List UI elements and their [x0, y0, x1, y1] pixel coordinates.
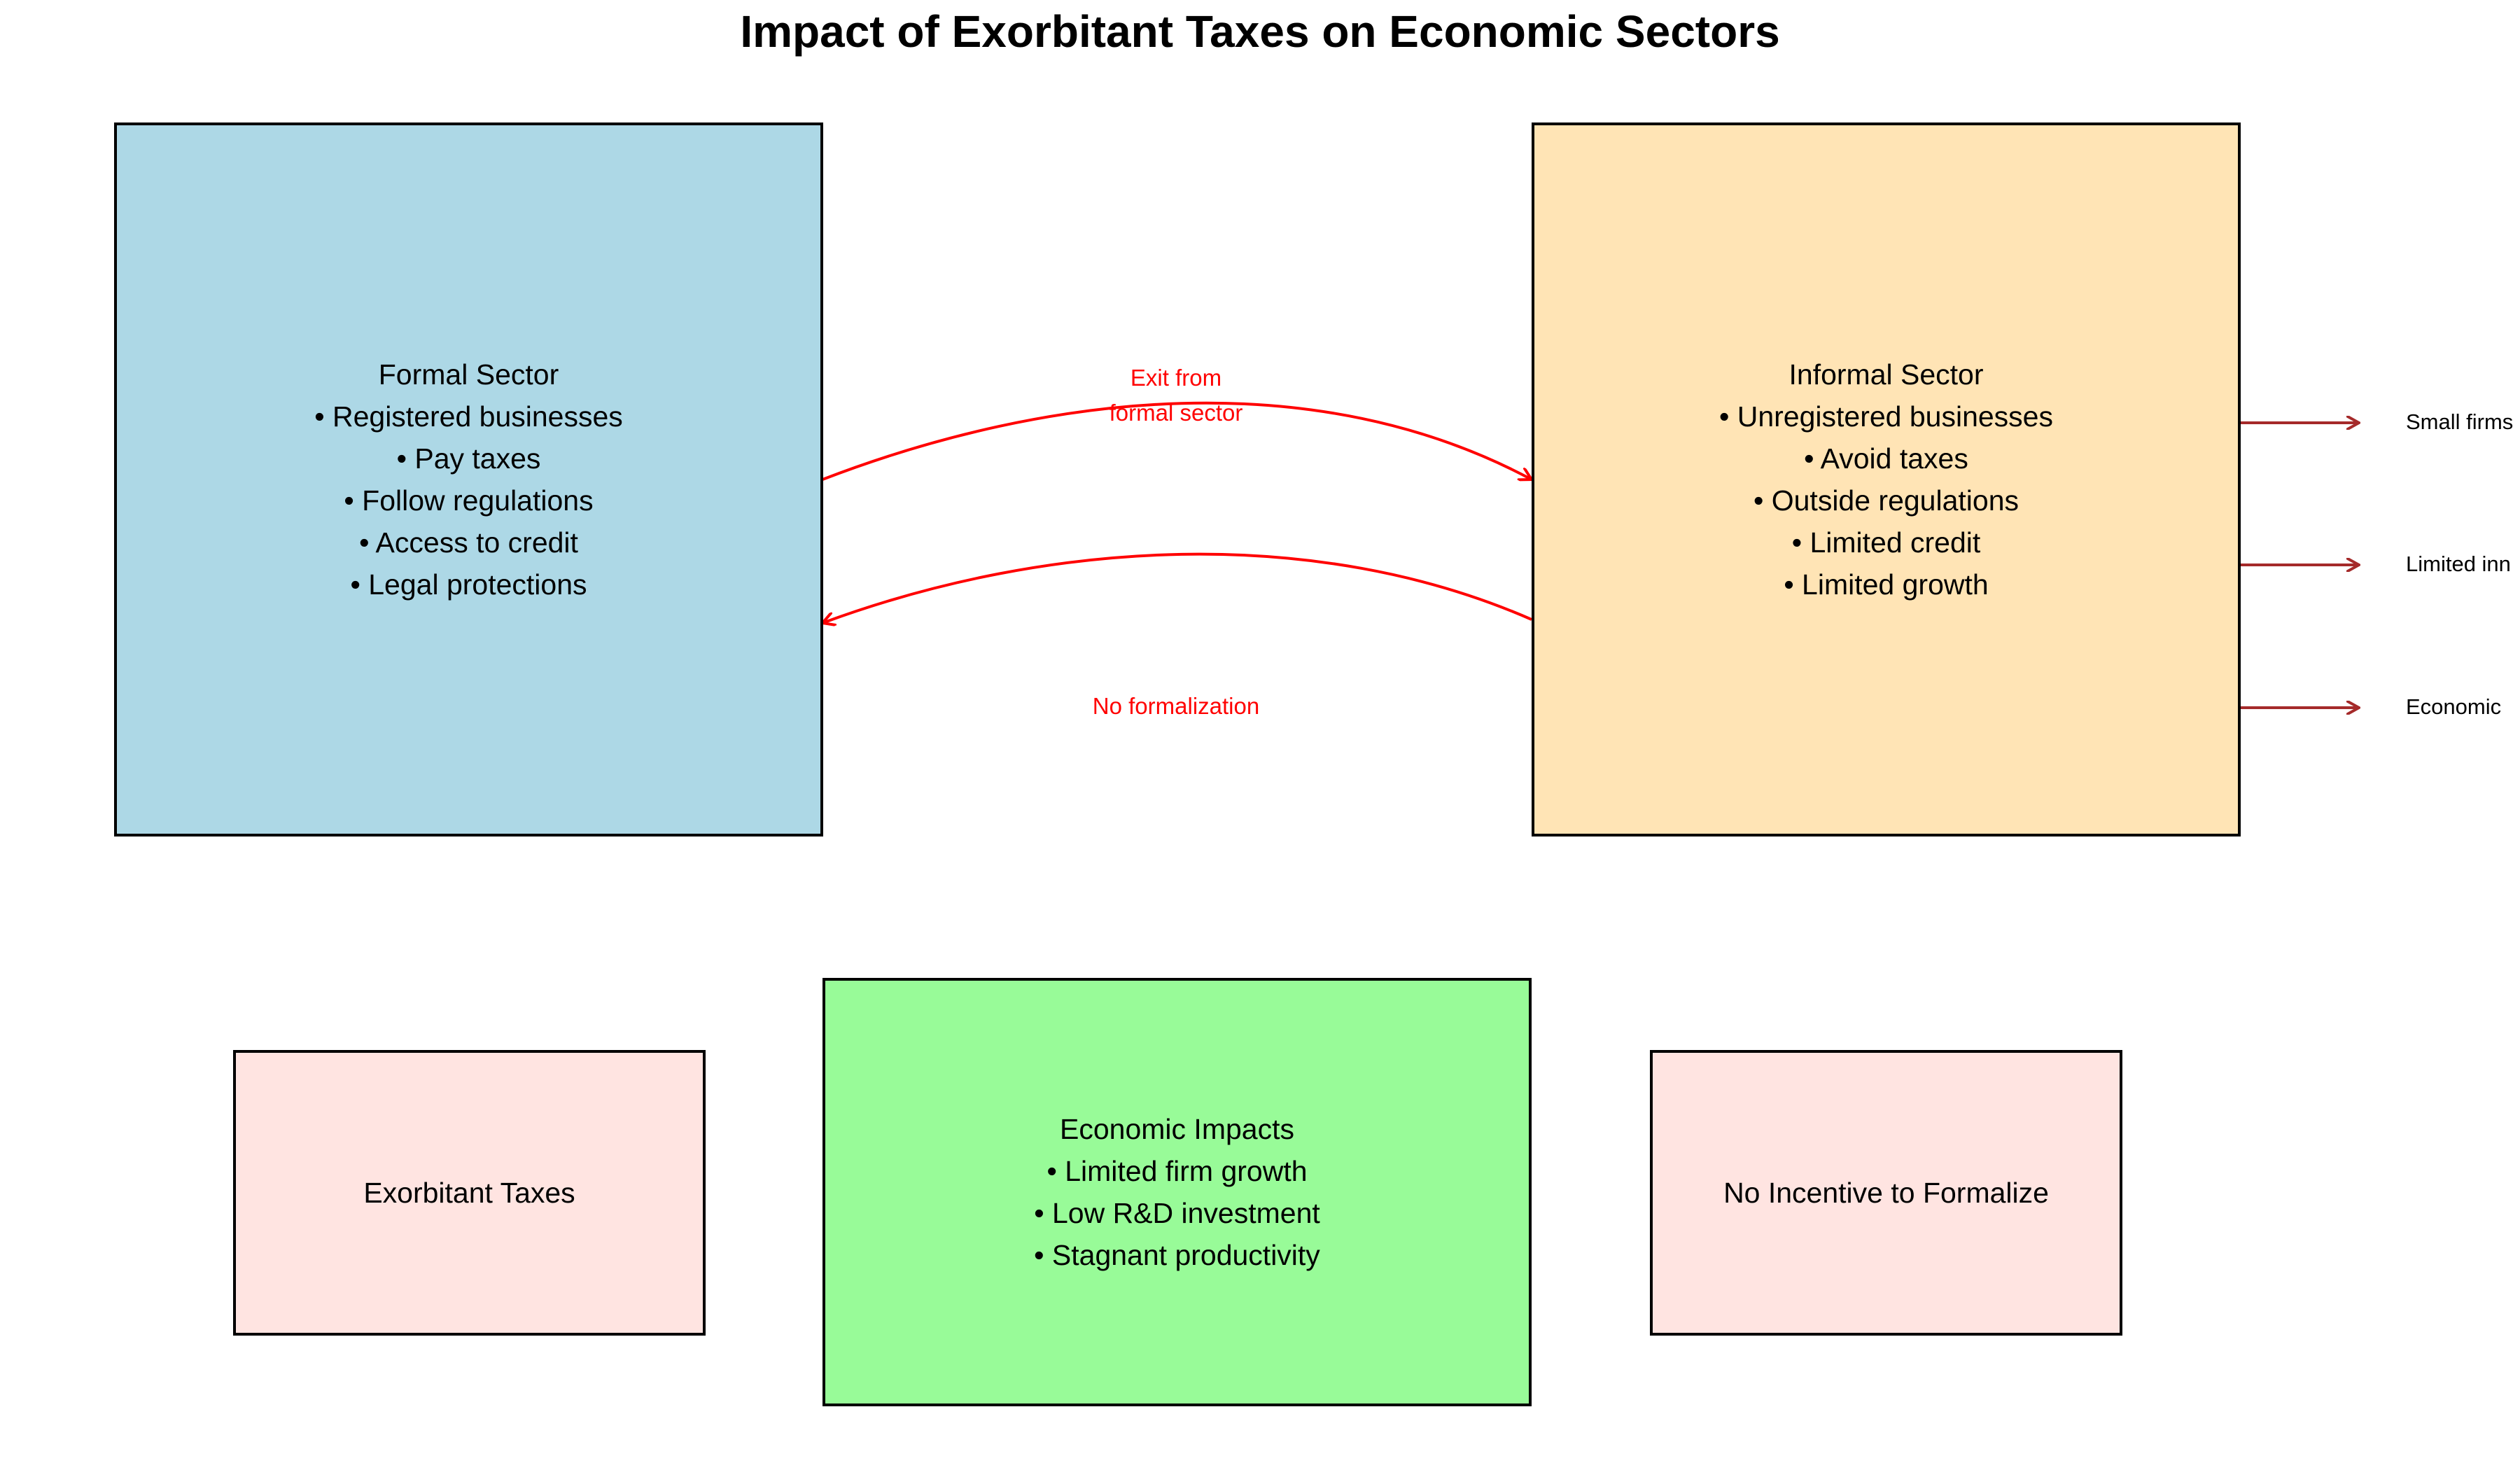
formal-item: • Pay taxes: [396, 442, 541, 475]
formal-sector-heading: Formal Sector: [378, 358, 559, 391]
informal-sector-box: Informal Sector • Unregistered businesse…: [1532, 122, 2241, 836]
side-effect-label: Limited inn: [2406, 552, 2511, 576]
formal-item: • Follow regulations: [344, 484, 594, 517]
exit-arrow: [822, 401, 1532, 479]
informal-sector-heading: Informal Sector: [1788, 358, 1984, 391]
no-incentive-box: No Incentive to Formalize: [1650, 1050, 2122, 1336]
informal-item: • Limited credit: [1791, 526, 1981, 559]
informal-item: • Limited growth: [1784, 568, 1989, 601]
informal-item: • Avoid taxes: [1804, 442, 1968, 475]
impact-item: • Stagnant productivity: [1034, 1239, 1320, 1271]
exit-label-line1: Exit from: [1130, 365, 1222, 391]
impact-item: • Low R&D investment: [1034, 1197, 1320, 1229]
formal-item: • Legal protections: [350, 568, 587, 601]
economic-impacts-heading: Economic Impacts: [1060, 1113, 1294, 1145]
exorbitant-taxes-label: Exorbitant Taxes: [363, 1177, 575, 1209]
no-formalization-label: No formalization: [1092, 693, 1260, 719]
exit-label-line2: formal sector: [1109, 400, 1243, 426]
informal-item: • Outside regulations: [1753, 484, 2019, 517]
formal-item: • Registered businesses: [314, 400, 623, 433]
side-effect-label: Small firms: [2406, 410, 2514, 434]
diagram-title: Impact of Exorbitant Taxes on Economic S…: [740, 6, 1780, 57]
exit-label: Exit from formal sector: [1036, 360, 1316, 430]
exorbitant-taxes-box: Exorbitant Taxes: [233, 1050, 706, 1336]
impact-item: • Limited firm growth: [1046, 1155, 1308, 1187]
no-formalization-arrow: [822, 552, 1532, 623]
formal-item: • Access to credit: [359, 526, 578, 559]
informal-item: • Unregistered businesses: [1719, 400, 2053, 433]
no-incentive-label: No Incentive to Formalize: [1723, 1177, 2049, 1209]
formal-sector-box: Formal Sector • Registered businesses • …: [114, 122, 823, 836]
side-effect-label: Economic: [2406, 694, 2502, 719]
economic-impacts-box: Economic Impacts • Limited firm growth •…: [822, 978, 1532, 1406]
